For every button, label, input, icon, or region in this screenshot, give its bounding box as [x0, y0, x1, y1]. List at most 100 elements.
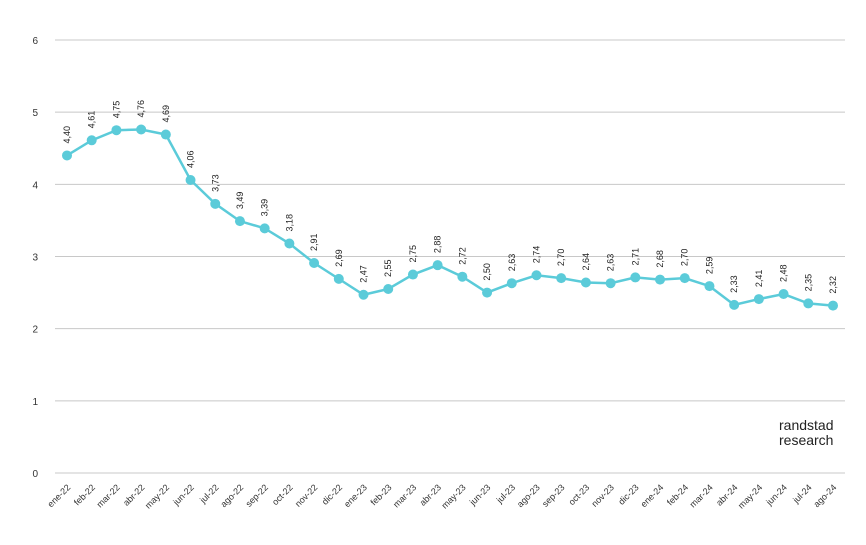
- data-point: [753, 294, 764, 305]
- x-tick-label: feb-23: [369, 482, 394, 507]
- x-tick-label: sep-23: [540, 482, 567, 509]
- data-point: [309, 257, 320, 268]
- y-tick-label: 5: [32, 108, 38, 119]
- data-point: [531, 270, 542, 281]
- logo-line2: research: [779, 432, 834, 448]
- x-tick-label: sep-22: [244, 482, 271, 509]
- data-point: [679, 273, 690, 284]
- x-tick-label: mar-24: [688, 482, 715, 509]
- data-point: [457, 271, 468, 282]
- x-tick-label: feb-24: [665, 482, 690, 507]
- data-point: [86, 135, 97, 146]
- x-tick-label: mar-23: [391, 482, 418, 509]
- data-label: 2,68: [655, 250, 665, 268]
- data-label: 4,69: [161, 105, 171, 123]
- data-point: [234, 216, 245, 227]
- data-point: [506, 278, 517, 289]
- data-label: 2,50: [482, 263, 492, 281]
- data-point: [556, 273, 567, 284]
- data-point: [333, 273, 344, 284]
- data-label: 2,35: [803, 274, 813, 292]
- data-label: 2,72: [457, 247, 467, 265]
- x-tick-label: jun-22: [170, 482, 195, 507]
- x-tick-label: dic-23: [616, 482, 640, 506]
- data-label: 2,32: [828, 276, 838, 294]
- data-label: 4,75: [111, 101, 121, 119]
- y-tick-label: 6: [32, 36, 38, 47]
- data-label: 2,70: [680, 249, 690, 267]
- y-tick-label: 0: [32, 469, 38, 480]
- data-point: [62, 150, 72, 161]
- data-point: [630, 272, 641, 283]
- y-tick-label: 1: [32, 397, 38, 408]
- data-label: 2,63: [606, 254, 616, 272]
- data-label: 3,49: [235, 192, 245, 210]
- data-label: 3,18: [284, 214, 294, 232]
- data-point: [482, 287, 493, 298]
- x-tick-label: ene-22: [46, 482, 73, 509]
- y-tick-label: 2: [32, 325, 38, 336]
- data-label: 4,40: [62, 126, 72, 144]
- randstad-research-logo: randstad research: [779, 418, 833, 448]
- data-point: [160, 129, 171, 140]
- y-tick-label: 3: [32, 253, 38, 264]
- data-label: 2,48: [779, 264, 789, 282]
- data-point: [185, 175, 196, 186]
- data-point: [729, 299, 740, 310]
- logo-line1: randstad: [779, 417, 834, 433]
- data-label: 2,55: [383, 259, 393, 277]
- data-label: 2,33: [729, 275, 739, 293]
- x-tick-label: ene-24: [639, 482, 666, 509]
- x-tick-label: may-24: [736, 482, 764, 510]
- x-tick-label: feb-22: [72, 482, 97, 507]
- x-tick-label: ene-23: [342, 482, 369, 509]
- data-label: 2,47: [359, 265, 369, 283]
- data-point: [284, 238, 295, 249]
- x-tick-label: jun-24: [764, 482, 789, 507]
- data-point: [432, 260, 443, 271]
- data-point: [136, 124, 147, 135]
- data-point: [111, 125, 122, 136]
- data-label: 3,39: [260, 199, 270, 217]
- x-tick-label: ago-23: [515, 482, 542, 509]
- data-point: [828, 300, 838, 311]
- x-tick-label: nov-23: [589, 482, 616, 509]
- x-tick-label: may-23: [439, 482, 467, 510]
- data-label: 2,74: [531, 246, 541, 264]
- data-point: [580, 277, 591, 288]
- data-label: 2,75: [408, 245, 418, 263]
- x-tick-label: may-22: [143, 482, 171, 510]
- data-point: [210, 198, 221, 209]
- data-label: 2,59: [704, 257, 714, 275]
- data-label: 2,91: [309, 233, 319, 251]
- data-point: [407, 269, 418, 280]
- data-label: 2,88: [433, 236, 443, 254]
- data-label: 4,76: [136, 100, 146, 118]
- x-tick-label: ago-24: [812, 482, 839, 509]
- data-label: 2,71: [630, 248, 640, 266]
- data-label: 2,69: [334, 249, 344, 267]
- x-tick-label: oct-23: [567, 482, 592, 507]
- data-point: [655, 274, 666, 285]
- x-tick-label: dic-22: [320, 482, 344, 506]
- data-point: [358, 289, 369, 300]
- data-point: [778, 289, 789, 300]
- x-tick-label: jun-23: [467, 482, 492, 507]
- data-label: 3,73: [210, 174, 220, 192]
- data-label: 2,70: [556, 249, 566, 267]
- data-point: [803, 298, 814, 309]
- x-tick-label: nov-22: [293, 482, 320, 509]
- data-label: 2,63: [507, 254, 517, 272]
- data-point: [605, 278, 616, 289]
- data-point: [259, 223, 270, 234]
- x-tick-label: ago-22: [218, 482, 245, 509]
- series-line: [66, 128, 834, 307]
- data-point: [383, 283, 394, 294]
- data-point: [704, 281, 715, 292]
- data-label: 2,41: [754, 270, 764, 288]
- data-label: 2,64: [581, 253, 591, 271]
- data-label: 4,06: [186, 150, 196, 168]
- y-tick-label: 4: [32, 180, 38, 191]
